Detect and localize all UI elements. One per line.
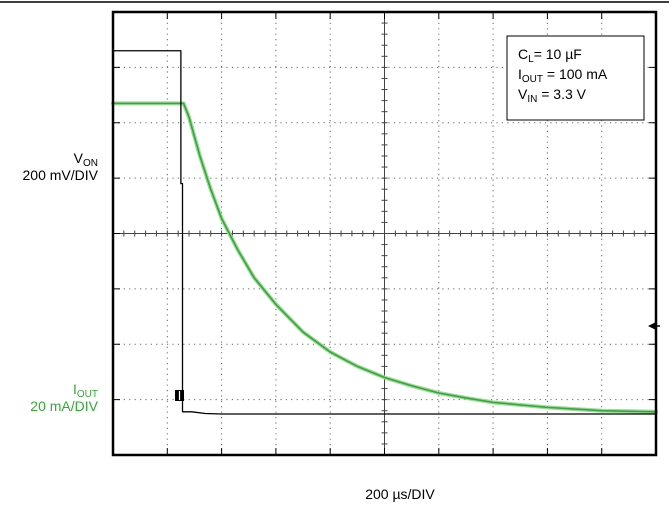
legend-vin-value: = 3.3 V [537,86,586,102]
iout-channel-label: IOUT 20 mA/DIV [0,381,98,415]
legend-iout-value: = 100 mA [543,66,608,82]
iout-label-main: I [73,381,77,397]
legend-box [506,35,645,121]
offset-marker-icon [648,322,656,330]
graticule [113,12,656,455]
von-label-sub: ON [83,158,98,169]
legend-line-vin: VIN = 3.3 V [518,84,607,105]
iout-label-sub: OUT [76,389,98,400]
legend: CL= 10 µF IOUT = 100 mA VIN = 3.3 V [518,44,608,105]
iout-scale: 20 mA/DIV [30,398,98,414]
von-scale: 200 mV/DIV [22,167,98,183]
series-line-von [112,50,657,415]
legend-iout-main: I [518,66,522,82]
traces [111,50,658,415]
legend-cl-value: = 10 µF [533,46,582,62]
legend-cl-main: C [518,46,529,62]
von-label-main: V [73,150,83,166]
von-channel-label: VON 200 mV/DIV [0,150,98,184]
x-axis-label: 200 µs/DIV [365,486,435,502]
legend-vin-main: V [518,86,528,102]
legend-cl-sub: L [528,54,534,65]
legend-line-iout: IOUT = 100 mA [518,64,608,85]
legend-iout-sub: OUT [521,74,543,85]
legend-line-cl: CL= 10 µF [518,44,607,65]
plot-frame [111,10,658,457]
legend-vin-sub: IN [527,94,538,105]
series-line-iout [112,102,657,413]
